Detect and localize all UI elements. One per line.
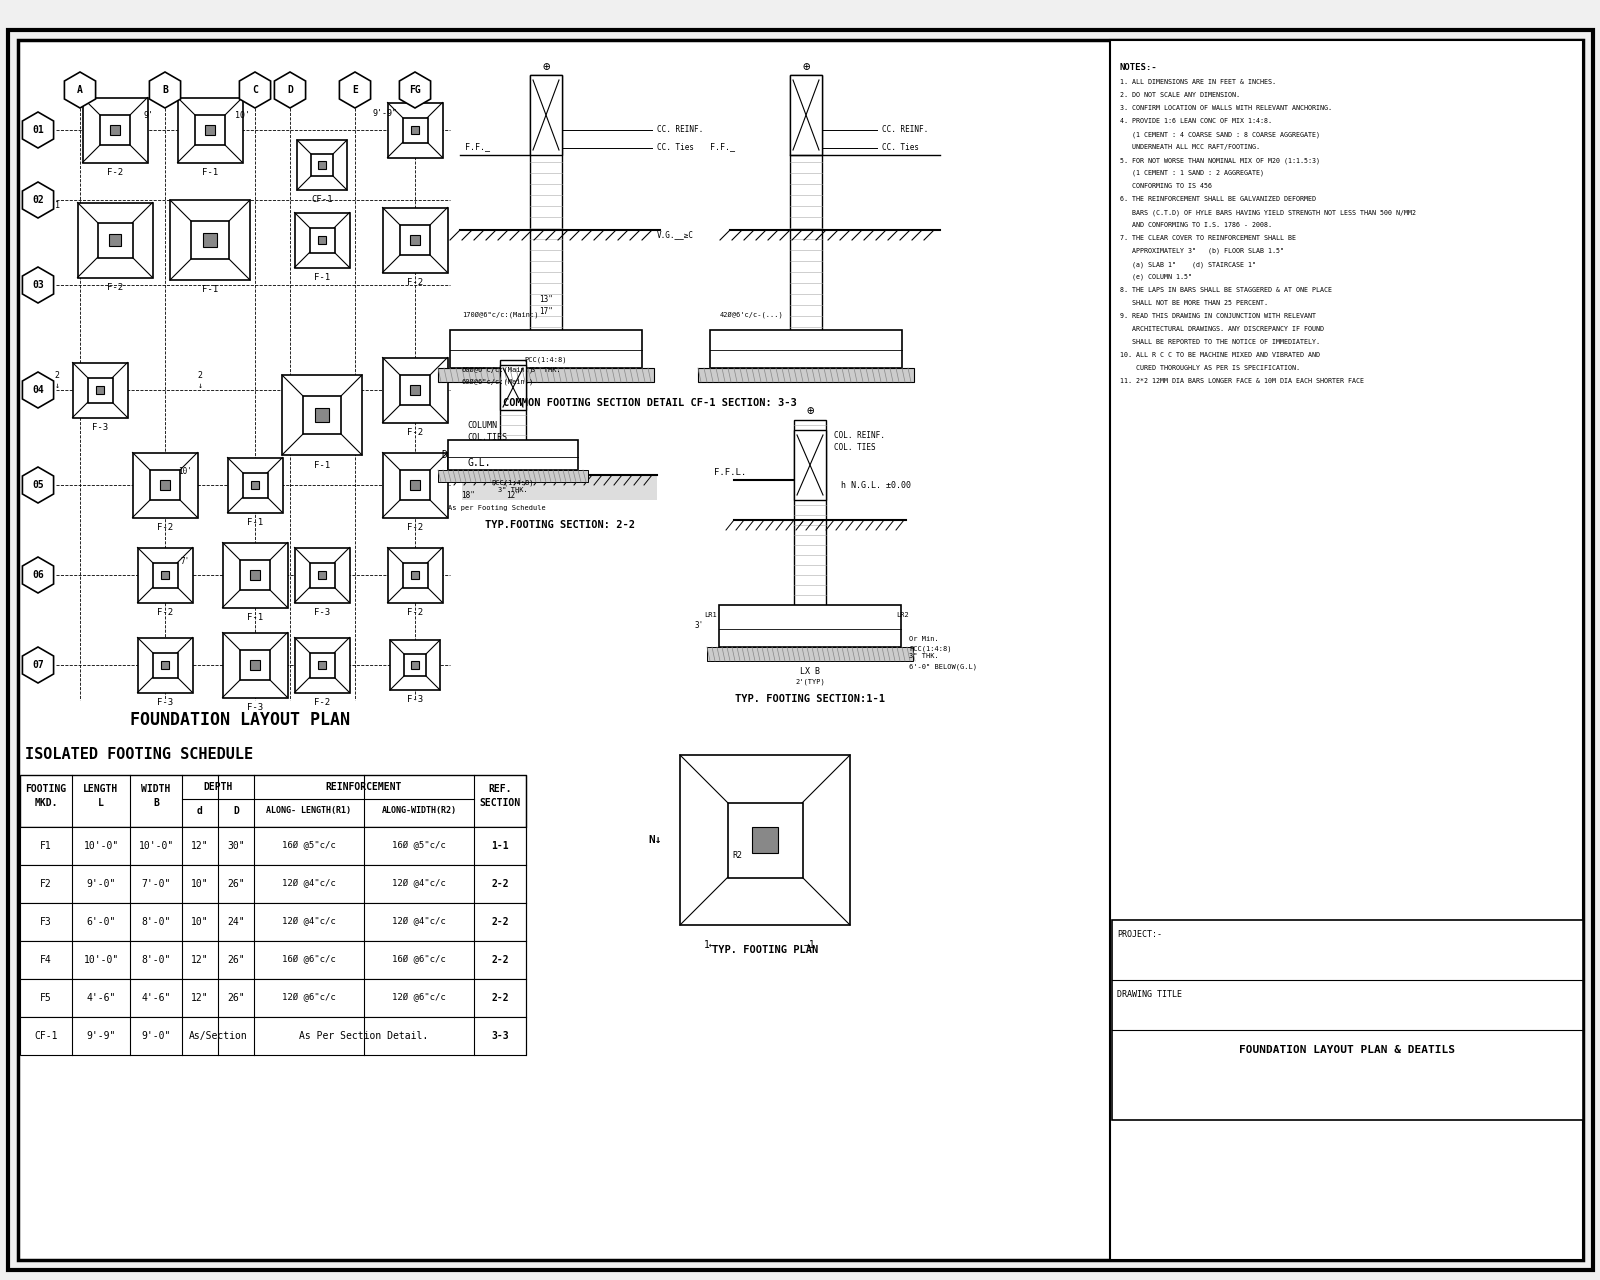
- Text: 26": 26": [227, 993, 245, 1004]
- Text: 10': 10': [178, 467, 192, 476]
- Text: F-3: F-3: [246, 703, 262, 712]
- Bar: [302, 396, 341, 434]
- Text: ARCHITECTURAL DRAWINGS. ANY DISCREPANCY IF FOUND: ARCHITECTURAL DRAWINGS. ANY DISCREPANCY …: [1120, 326, 1325, 332]
- Bar: [387, 548, 443, 603]
- Text: LR2: LR2: [896, 612, 909, 618]
- Bar: [72, 362, 128, 417]
- Text: ⊕: ⊕: [542, 61, 550, 74]
- Text: FG: FG: [410, 84, 421, 95]
- Text: 60Ø@6"c/c:(Main:): 60Ø@6"c/c:(Main:): [462, 366, 534, 374]
- Text: 3" THK.: 3" THK.: [531, 367, 562, 372]
- Bar: [400, 375, 430, 404]
- Text: FOOTING: FOOTING: [26, 783, 67, 794]
- Text: SHALL BE REPORTED TO THE NOTICE OF IMMEDIATELY.: SHALL BE REPORTED TO THE NOTICE OF IMMED…: [1120, 339, 1320, 346]
- Text: 16Ø @5"c/c: 16Ø @5"c/c: [282, 841, 336, 850]
- Text: F-2: F-2: [107, 283, 123, 292]
- Polygon shape: [22, 467, 53, 503]
- Text: 7. THE CLEAR COVER TO REINFORCEMENT SHALL BE: 7. THE CLEAR COVER TO REINFORCEMENT SHAL…: [1120, 236, 1296, 241]
- Text: 60Ø@6"c/c:(Main:): 60Ø@6"c/c:(Main:): [462, 379, 534, 385]
- Text: 170Ø@6"c/c:(Main:): 170Ø@6"c/c:(Main:): [462, 311, 539, 319]
- Bar: [77, 202, 152, 278]
- Text: (1 CEMENT : 1 SAND : 2 AGGREGATE): (1 CEMENT : 1 SAND : 2 AGGREGATE): [1120, 170, 1264, 177]
- Text: REINFORCEMENT: REINFORCEMENT: [326, 782, 402, 792]
- Polygon shape: [22, 268, 53, 303]
- Text: 7': 7': [181, 558, 190, 567]
- Bar: [411, 571, 419, 580]
- Text: CONFORMING TO IS 456: CONFORMING TO IS 456: [1120, 183, 1213, 189]
- Polygon shape: [400, 72, 430, 108]
- Bar: [411, 125, 419, 134]
- Bar: [530, 76, 562, 355]
- Bar: [240, 650, 270, 680]
- Bar: [250, 570, 261, 580]
- Text: 3': 3': [694, 622, 704, 631]
- Bar: [310, 154, 333, 175]
- Text: 9'-9": 9'-9": [373, 109, 397, 118]
- Text: COL. TIES: COL. TIES: [834, 443, 875, 453]
- Text: F-2: F-2: [406, 524, 422, 532]
- Bar: [403, 562, 427, 588]
- Text: 6'-0": 6'-0": [86, 916, 115, 927]
- Text: 7'-0": 7'-0": [141, 879, 171, 890]
- Text: APPROXIMATELY 3"   (b) FLOOR SLAB 1.5": APPROXIMATELY 3" (b) FLOOR SLAB 1.5": [1120, 248, 1283, 255]
- Bar: [240, 561, 270, 590]
- Bar: [203, 233, 216, 247]
- Bar: [410, 480, 421, 490]
- Text: F.F.L.: F.F.L.: [714, 468, 746, 477]
- Polygon shape: [22, 646, 53, 684]
- Text: CC. Ties: CC. Ties: [658, 143, 694, 152]
- Text: 8'-0": 8'-0": [141, 916, 171, 927]
- Bar: [99, 115, 130, 145]
- Bar: [178, 97, 243, 163]
- Text: 9'-9": 9'-9": [86, 1030, 115, 1041]
- Bar: [790, 76, 822, 355]
- Text: PCC(1:4:8)
3" THK.: PCC(1:4:8) 3" THK.: [491, 479, 534, 493]
- Text: F2: F2: [40, 879, 51, 890]
- Text: 42Ø@6'c/c-(...): 42Ø@6'c/c-(...): [720, 311, 784, 319]
- Bar: [195, 115, 226, 145]
- Text: 8. THE LAPS IN BARS SHALL BE STAGGERED & AT ONE PLACE: 8. THE LAPS IN BARS SHALL BE STAGGERED &…: [1120, 287, 1331, 293]
- Text: (a) SLAB 1"    (d) STAIRCASE 1": (a) SLAB 1" (d) STAIRCASE 1": [1120, 261, 1256, 268]
- Text: 9': 9': [142, 110, 154, 119]
- Bar: [382, 357, 448, 422]
- Bar: [794, 430, 826, 500]
- Text: 2-2: 2-2: [491, 879, 509, 890]
- Bar: [19, 941, 526, 979]
- Bar: [227, 457, 283, 512]
- Text: 24": 24": [227, 916, 245, 927]
- Text: 02: 02: [32, 195, 43, 205]
- Text: 12Ø @6"c/c: 12Ø @6"c/c: [282, 993, 336, 1002]
- Text: N↓: N↓: [648, 835, 662, 845]
- Bar: [250, 659, 261, 671]
- Text: CF-1: CF-1: [312, 196, 333, 205]
- Polygon shape: [149, 72, 181, 108]
- Text: COL. REINF.: COL. REINF.: [834, 430, 885, 439]
- Bar: [410, 385, 421, 396]
- Text: F-2: F-2: [406, 428, 422, 436]
- Bar: [160, 571, 170, 580]
- Text: 16Ø @5"c/c: 16Ø @5"c/c: [392, 841, 446, 850]
- Text: F-2: F-2: [157, 608, 173, 617]
- Text: TYP. FOOTING PLAN: TYP. FOOTING PLAN: [712, 945, 818, 955]
- Text: 03: 03: [32, 280, 43, 291]
- Text: F-1: F-1: [202, 285, 218, 294]
- Text: 16Ø @6"c/c: 16Ø @6"c/c: [282, 955, 336, 965]
- Text: 3. CONFIRM LOCATION OF WALLS WITH RELEVANT ANCHORING.: 3. CONFIRM LOCATION OF WALLS WITH RELEVA…: [1120, 105, 1331, 111]
- Bar: [309, 562, 334, 588]
- Text: 10. ALL R C C TO BE MACHINE MIXED AND VIBRATED AND: 10. ALL R C C TO BE MACHINE MIXED AND VI…: [1120, 352, 1320, 358]
- Bar: [794, 420, 826, 660]
- Bar: [318, 161, 326, 169]
- Text: 9'-0": 9'-0": [141, 1030, 171, 1041]
- Bar: [499, 360, 526, 475]
- Text: F-3: F-3: [406, 695, 422, 704]
- Bar: [438, 470, 589, 483]
- Text: COLUMN: COLUMN: [467, 421, 498, 430]
- Text: 11. 2*2 12MM DIA BARS LONGER FACE & 10M DIA EACH SHORTER FACE: 11. 2*2 12MM DIA BARS LONGER FACE & 10M …: [1120, 378, 1363, 384]
- Text: As per Footing Schedule: As per Footing Schedule: [448, 506, 546, 511]
- Text: V.G.__≥C: V.G.__≥C: [658, 230, 694, 239]
- Bar: [403, 654, 426, 676]
- Bar: [318, 571, 326, 580]
- Bar: [680, 755, 850, 925]
- Bar: [160, 660, 170, 669]
- Text: 4'-6": 4'-6": [86, 993, 115, 1004]
